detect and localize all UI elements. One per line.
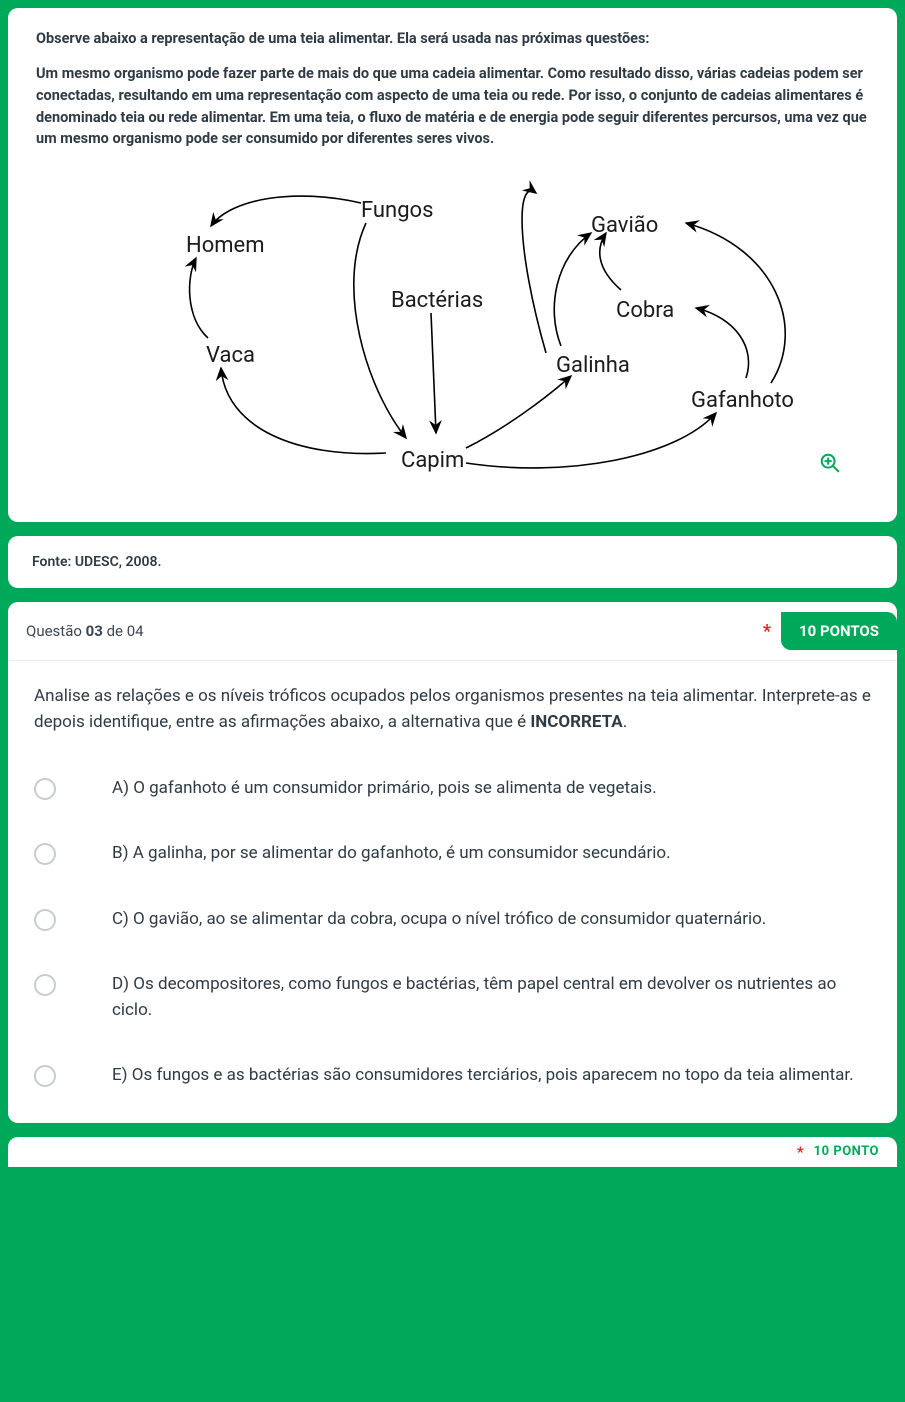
question-number: Questão 03 de 04 [26, 622, 144, 640]
food-web-diagram: Homem Fungos Bactérias Vaca Capim Gavião Cobra… [36, 168, 869, 498]
diagram-edge-capim-galinha [466, 376, 571, 448]
source-text: Fonte: UDESC, 2008. [32, 554, 161, 570]
question-number-bold: 03 [86, 622, 103, 640]
option-row[interactable]: A) O gafanhoto é um consumidor primário,… [34, 776, 871, 802]
diagram-node-gafanhoto: Gafanhoto [691, 388, 794, 413]
option-text: C) O gavião, ao se alimentar da cobra, o… [78, 907, 766, 933]
options-list: A) O gafanhoto é um consumidor primário,… [8, 746, 897, 1089]
radio-button[interactable] [34, 778, 56, 800]
next-question-strip: * 10 PONTO [8, 1137, 897, 1167]
option-text: B) A galinha, por se alimentar do gafanh… [78, 841, 671, 867]
diagram-node-capim: Capim [401, 448, 464, 473]
diagram-svg [36, 168, 856, 488]
intro-card: Observe abaixo a representação de uma te… [8, 8, 897, 522]
radio-button[interactable] [34, 909, 56, 931]
diagram-edge-bacterias-capim [431, 313, 436, 433]
option-text: D) Os decompositores, como fungos e bact… [78, 972, 871, 1023]
question-number-suffix: de 04 [103, 622, 144, 640]
diagram-node-bacterias: Bactérias [391, 288, 483, 313]
diagram-edge-fungos-capim [354, 223, 406, 438]
question-header-right: * 10 PONTOS [763, 612, 897, 650]
diagram-node-homem: Homem [186, 233, 265, 258]
diagram-edge-capim-vaca [221, 368, 386, 454]
diagram-node-galinha: Galinha [556, 353, 630, 378]
diagram-node-gaviao: Gavião [591, 213, 658, 238]
footer-right: * 10 PONTO [797, 1143, 879, 1161]
footer-points: 10 PONTO [814, 1144, 879, 1159]
intro-body: Um mesmo organismo pode fazer parte de m… [36, 63, 869, 150]
radio-button[interactable] [34, 843, 56, 865]
option-text: E) Os fungos e as bactérias são consumid… [78, 1063, 854, 1089]
intro-title: Observe abaixo a representação de uma te… [36, 30, 869, 47]
option-row[interactable]: B) A galinha, por se alimentar do gafanh… [34, 841, 871, 867]
required-star-icon: * [763, 621, 771, 642]
option-row[interactable]: E) Os fungos e as bactérias são consumid… [34, 1063, 871, 1089]
diagram-edge-cobra-gaviao [600, 233, 621, 290]
diagram-edge-vaca-homem [190, 258, 208, 338]
diagram-edge-galinha-gaviao [554, 233, 591, 346]
radio-button[interactable] [34, 974, 56, 996]
points-badge: 10 PONTOS [781, 612, 897, 650]
option-row[interactable]: D) Os decompositores, como fungos e bact… [34, 972, 871, 1023]
question-number-prefix: Questão [26, 622, 86, 640]
question-card: Questão 03 de 04 * 10 PONTOS Analise as … [8, 602, 897, 1123]
source-card: Fonte: UDESC, 2008. [8, 536, 897, 588]
prompt-part1: Analise as relações e os níveis tróficos… [34, 686, 871, 732]
question-header: Questão 03 de 04 * 10 PONTOS [8, 602, 897, 661]
diagram-edge-fungos-homem [211, 196, 361, 226]
question-prompt: Analise as relações e os níveis tróficos… [8, 661, 897, 746]
option-text: A) O gafanhoto é um consumidor primário,… [78, 776, 657, 802]
diagram-node-vaca: Vaca [206, 343, 255, 368]
diagram-node-cobra: Cobra [616, 298, 674, 323]
diagram-edge-gafanhoto-cobra [696, 308, 749, 378]
diagram-edge-gafanhoto-gaviao [686, 223, 785, 383]
prompt-bold: INCORRETA [530, 712, 622, 732]
required-star-icon: * [797, 1143, 804, 1161]
radio-button[interactable] [34, 1065, 56, 1087]
prompt-part2: . [623, 712, 627, 732]
option-row[interactable]: C) O gavião, ao se alimentar da cobra, o… [34, 907, 871, 933]
diagram-edge-capim-gafanhoto [466, 413, 716, 468]
diagram-edge-galinha-homem [522, 191, 546, 353]
zoom-in-icon[interactable] [819, 452, 841, 474]
diagram-node-fungos: Fungos [361, 198, 433, 223]
